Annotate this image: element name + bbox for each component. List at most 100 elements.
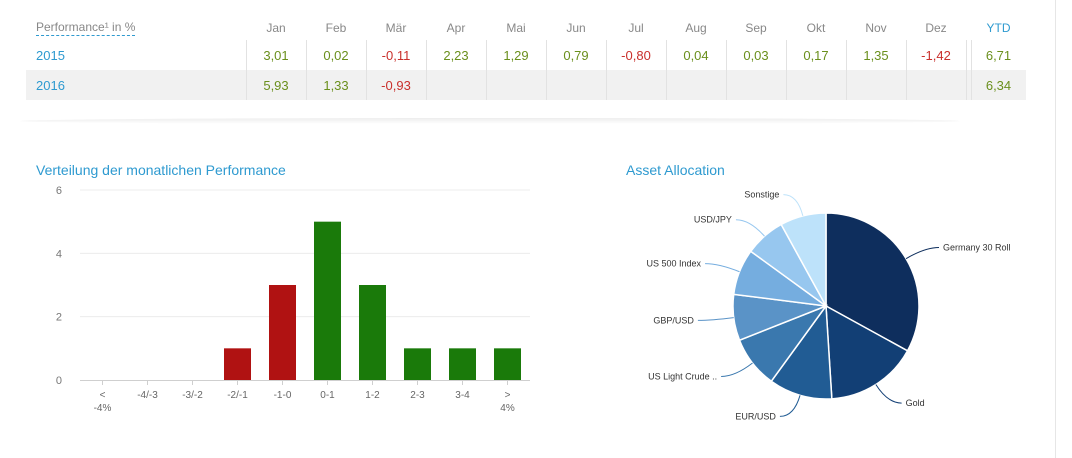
- x-tick-label: 2-3: [410, 390, 425, 401]
- pie-label: Sonstige: [744, 190, 779, 200]
- pie-leader-line: [697, 317, 734, 321]
- column-divider: [246, 40, 247, 70]
- column-divider: [906, 70, 907, 100]
- performance-cell: 0,04: [683, 47, 709, 63]
- bar[interactable]: [494, 348, 521, 380]
- ytd-cell: 6,34: [985, 77, 1012, 93]
- pie-chart-title: Asset Allocation: [626, 162, 725, 178]
- column-divider: [971, 70, 972, 100]
- pie-leader-line: [735, 219, 765, 237]
- x-tick-label: -3/-2: [182, 390, 203, 401]
- pie-leader-line: [779, 395, 801, 417]
- performance-cell: -0,80: [621, 47, 651, 63]
- column-divider: [846, 40, 847, 70]
- performance-cell: 3,01: [263, 47, 289, 63]
- pie-label: Germany 30 Roll: [943, 242, 1011, 252]
- column-divider: [486, 40, 487, 70]
- pie-label: GBP/USD: [653, 315, 694, 325]
- performance-cell: -1,42: [921, 47, 951, 63]
- x-tick-label: -4/-3: [137, 390, 158, 401]
- x-tick-label: >4%: [500, 390, 515, 414]
- performance-cell: 0,17: [803, 47, 829, 63]
- y-tick-label: 0: [56, 375, 62, 387]
- month-header: Sep: [745, 21, 767, 35]
- y-tick-label: 2: [56, 312, 62, 324]
- pie-label: Gold: [906, 398, 925, 408]
- pie-leader-line: [721, 362, 753, 377]
- column-divider: [906, 40, 907, 70]
- column-divider: [606, 70, 607, 100]
- column-divider: [786, 40, 787, 70]
- year-label[interactable]: 2016: [36, 77, 65, 93]
- month-header: Mai: [506, 21, 526, 35]
- x-tick-label: 1-2: [365, 390, 380, 401]
- performance-cell: 1,33: [323, 77, 349, 93]
- pie-leader-line: [783, 194, 804, 217]
- column-divider: [306, 40, 307, 70]
- performance-cell: 5,93: [263, 77, 289, 93]
- performance-cell: 1,35: [863, 47, 889, 63]
- column-divider: [971, 40, 972, 70]
- month-header: Okt: [806, 21, 826, 35]
- column-divider: [846, 70, 847, 100]
- column-divider: [486, 70, 487, 100]
- x-tick-label: 3-4: [455, 390, 470, 401]
- bar[interactable]: [449, 348, 476, 380]
- performance-header-label[interactable]: Performance¹ in %: [36, 20, 136, 36]
- pie-leader-line: [905, 246, 939, 260]
- x-tick-label: -2/-1: [227, 390, 248, 401]
- performance-cell: 0,02: [323, 47, 349, 63]
- pie-chart: Germany 30 Roll Gold EUR/USD US Light Crude…: [647, 190, 1011, 422]
- pie-label: EUR/USD: [735, 411, 776, 421]
- table-shadow: [20, 118, 960, 124]
- column-divider: [786, 70, 787, 100]
- pie-label: US 500 Index: [647, 259, 702, 269]
- y-tick-label: 4: [56, 248, 62, 260]
- performance-cell: 1,29: [503, 47, 529, 63]
- column-divider: [666, 40, 667, 70]
- ytd-header: YTD: [986, 21, 1011, 35]
- bar[interactable]: [359, 285, 386, 380]
- table-row-2016: 2016 5,93 1,33 -0,93 6,34: [26, 70, 1026, 100]
- performance-cell: -0,11: [381, 47, 411, 63]
- bar[interactable]: [224, 348, 251, 380]
- pie-label: US Light Crude ..: [648, 371, 717, 381]
- x-tick-label: 0-1: [320, 390, 335, 401]
- y-tick-label: 6: [56, 185, 62, 197]
- performance-cell: 0,03: [743, 47, 769, 63]
- bar[interactable]: [404, 348, 431, 380]
- page-right-border: [1055, 0, 1056, 458]
- month-header: Mär: [385, 21, 407, 35]
- performance-cell: -0,93: [381, 77, 411, 93]
- bar[interactable]: [314, 221, 341, 380]
- month-header: Jul: [628, 21, 644, 35]
- column-divider: [966, 70, 967, 100]
- column-divider: [966, 40, 967, 70]
- column-divider: [666, 70, 667, 100]
- month-header: Apr: [446, 21, 466, 35]
- pie-leader-line: [705, 263, 740, 273]
- column-divider: [426, 70, 427, 100]
- year-label[interactable]: 2015: [36, 47, 65, 63]
- bar[interactable]: [269, 285, 296, 380]
- pie-label: USD/JPY: [694, 215, 732, 225]
- pie-slice[interactable]: [825, 304, 909, 400]
- performance-cell: 0,79: [563, 47, 589, 63]
- bar-chart: 0 2 4 6 < -4% -4/-3 -3/-2 -2/-1 -1-0 0-1 1-2 2-3 3-4 >…: [56, 185, 530, 414]
- column-divider: [306, 70, 307, 100]
- x-tick-label: < -4%: [94, 390, 112, 414]
- ytd-cell: 6,71: [985, 47, 1012, 63]
- column-divider: [366, 70, 367, 100]
- month-header: Dez: [925, 21, 947, 35]
- month-header: Jun: [566, 21, 586, 35]
- column-divider: [726, 40, 727, 70]
- column-divider: [546, 70, 547, 100]
- column-divider: [426, 40, 427, 70]
- column-divider: [246, 70, 247, 100]
- column-divider: [726, 70, 727, 100]
- month-header: Aug: [685, 21, 707, 35]
- x-tick-label: -1-0: [274, 390, 292, 401]
- column-divider: [546, 40, 547, 70]
- month-header: Feb: [325, 21, 347, 35]
